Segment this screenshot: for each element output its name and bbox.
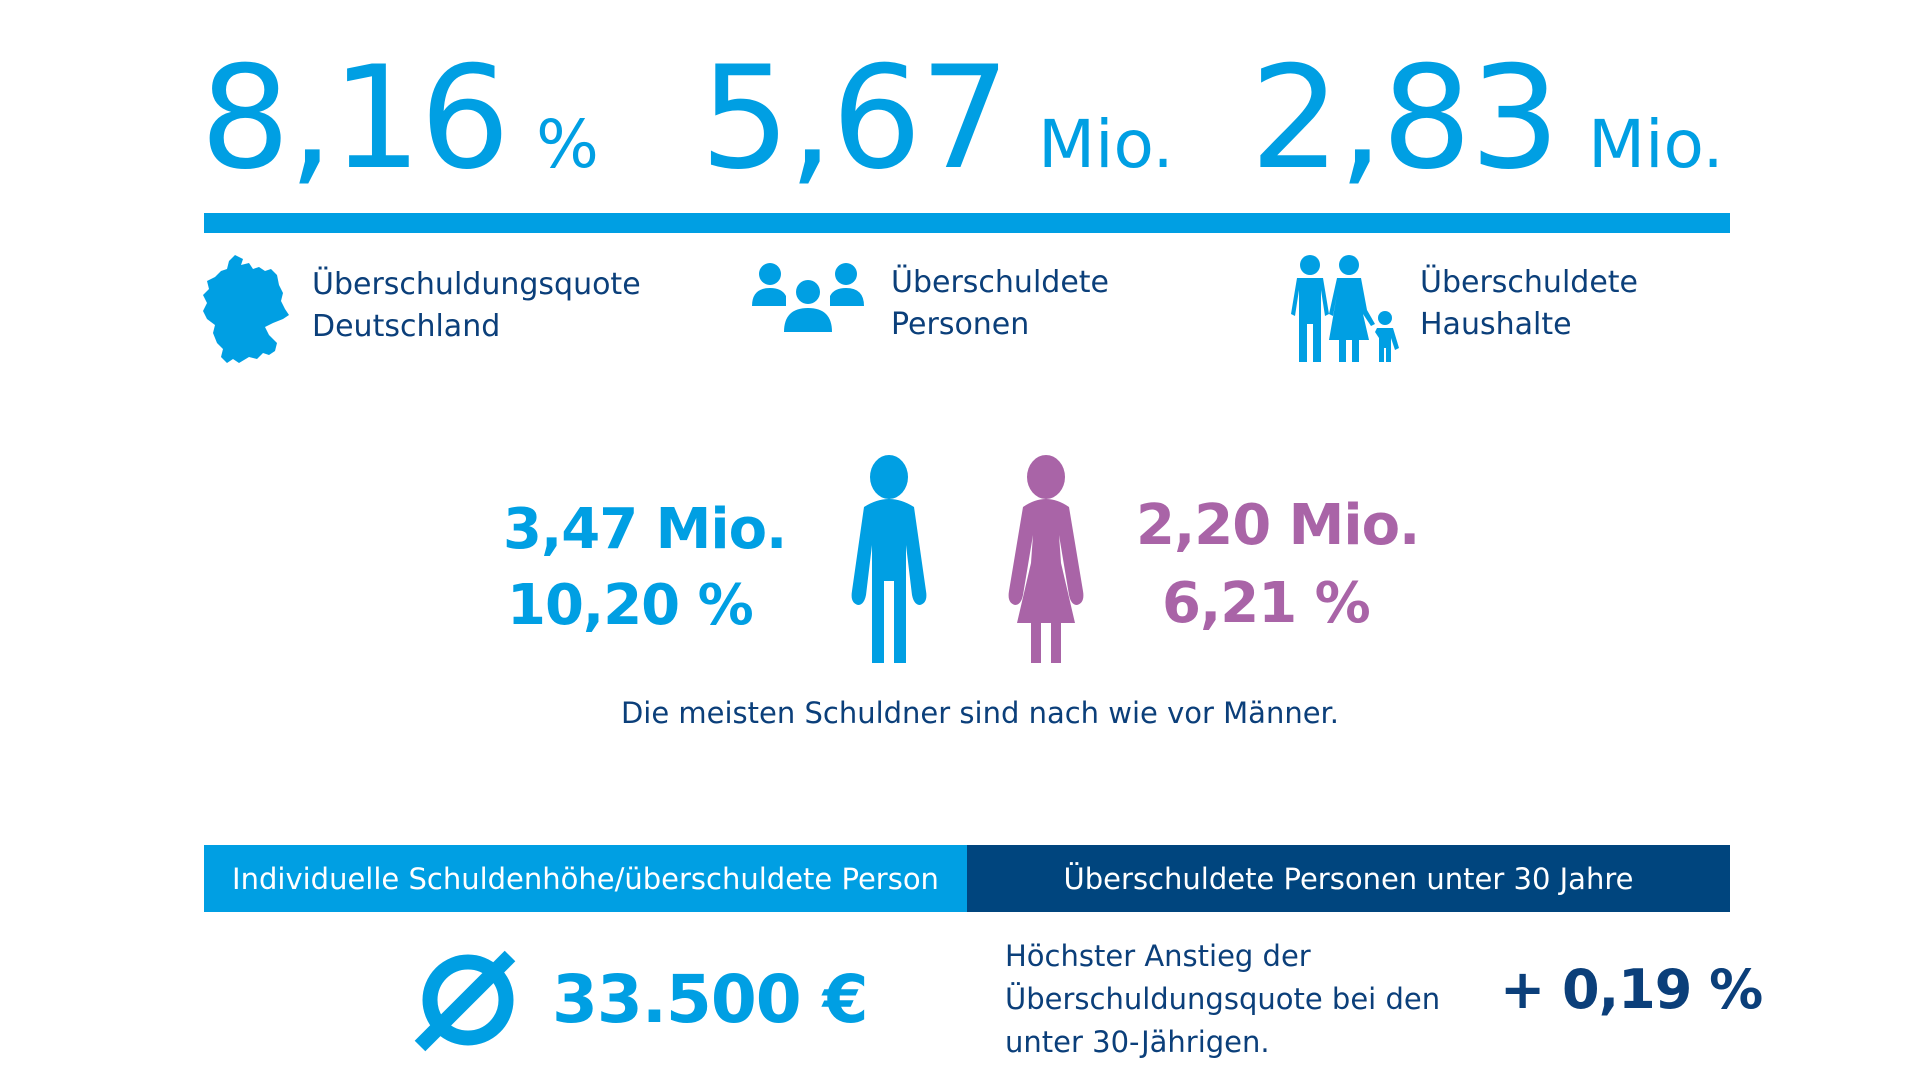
header-under-30: Überschuldete Personen unter 30 Jahre — [967, 845, 1730, 912]
quote-unit: % — [536, 106, 599, 183]
gender-caption: Die meisten Schuldner sind nach wie vor … — [620, 696, 1340, 730]
label-households-line1: Überschuldete — [1420, 265, 1638, 300]
rise-line1: Höchster Anstieg der — [1005, 939, 1311, 973]
key-figure-persons: 5,67 Mio. — [700, 36, 1174, 201]
female-rate: 6,21 % — [1162, 571, 1371, 636]
key-figure-quote: 8,16 % — [200, 36, 599, 201]
rise-line2: Überschuldungsquote bei den — [1005, 982, 1441, 1016]
male-count: 3,47 Mio. — [503, 497, 787, 562]
average-debt-value: 33.500 € — [552, 961, 869, 1038]
label-persons: Überschuldete Personen — [891, 262, 1109, 346]
quote-value: 8,16 — [200, 36, 510, 201]
people-group-icon — [752, 263, 864, 332]
female-figure-icon — [1008, 455, 1084, 663]
male-rate: 10,20 % — [507, 573, 754, 638]
rise-value: + 0,19 % — [1500, 958, 1763, 1021]
germany-map-icon — [203, 255, 289, 363]
rise-line3: unter 30-Jährigen. — [1005, 1025, 1270, 1059]
label-quote-line2: Deutschland — [312, 309, 501, 344]
female-count: 2,20 Mio. — [1136, 493, 1420, 558]
average-diameter-icon — [414, 950, 516, 1052]
label-persons-line1: Überschuldete — [891, 265, 1109, 300]
label-households-line2: Haushalte — [1420, 307, 1572, 342]
rise-description: Höchster Anstieg der Überschuldungsquote… — [1005, 935, 1475, 1064]
persons-unit: Mio. — [1038, 106, 1174, 183]
male-figure-icon — [851, 455, 927, 663]
label-persons-line2: Personen — [891, 307, 1030, 342]
persons-value: 5,67 — [700, 36, 1010, 201]
key-figure-households: 2,83 Mio. — [1250, 36, 1724, 201]
label-quote-line1: Überschuldungsquote — [312, 267, 641, 302]
family-icon — [1291, 255, 1399, 362]
divider-bar — [204, 213, 1730, 233]
header-individual-debt: Individuelle Schuldenhöhe/überschuldete … — [204, 845, 967, 912]
households-value: 2,83 — [1250, 36, 1560, 201]
label-households: Überschuldete Haushalte — [1420, 262, 1638, 346]
households-unit: Mio. — [1588, 106, 1724, 183]
label-quote: Überschuldungsquote Deutschland — [312, 264, 641, 348]
